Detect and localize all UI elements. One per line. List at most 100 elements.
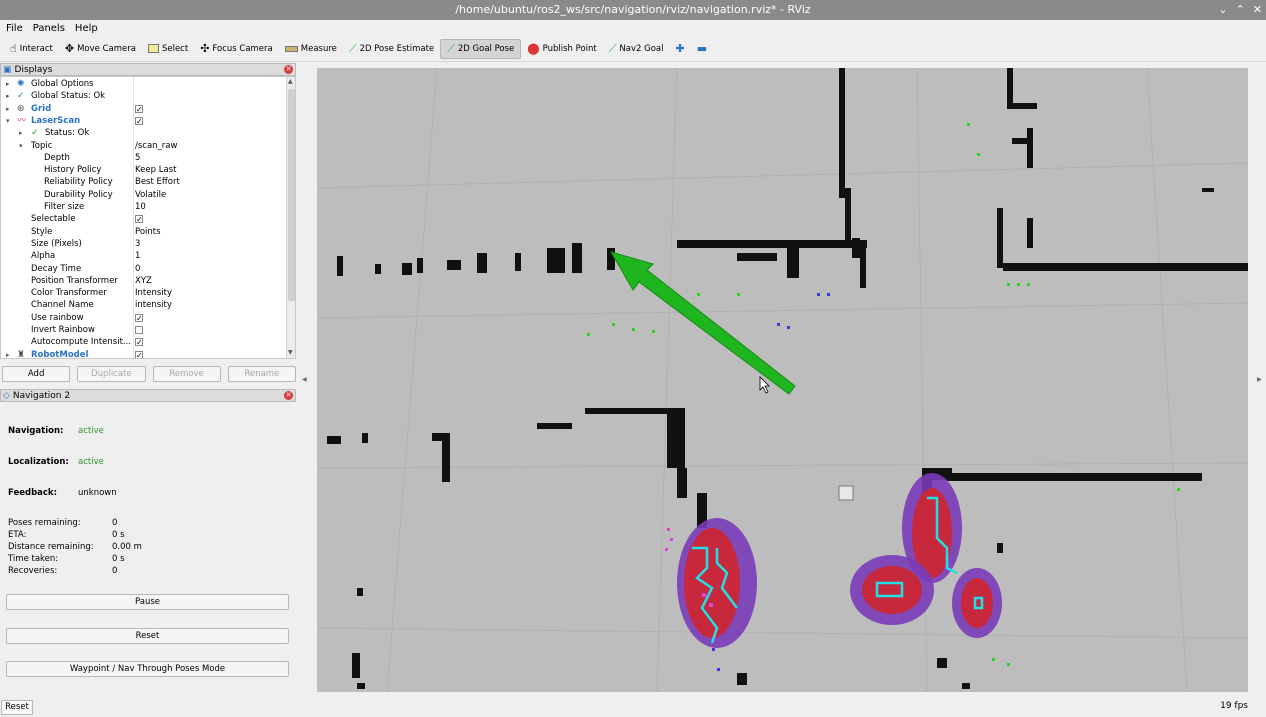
tree-row-global-status[interactable]: ▸ ✓ Global Status: Ok — [6, 91, 106, 102]
close-icon[interactable]: ✕ — [284, 391, 293, 400]
collapse-right-icon[interactable]: ▶ — [1257, 376, 1262, 383]
navigation-title: Navigation 2 — [12, 390, 71, 401]
tree-row-style[interactable]: Style Points — [31, 226, 161, 237]
displays-tree: ▸ ✺ Global Options ▸ ✓ Global Status: Ok… — [0, 76, 296, 359]
duplicate-button[interactable]: Duplicate — [77, 366, 146, 382]
waypoint-mode-button[interactable]: Waypoint / Nav Through Poses Mode — [6, 661, 289, 677]
add-tool-button[interactable]: ✚ — [669, 39, 690, 59]
tool-publish-point[interactable]: ⬤ Publish Point — [527, 42, 597, 55]
scrollbar-thumb[interactable] — [288, 89, 295, 301]
close-icon[interactable]: ✕ — [1252, 3, 1262, 16]
minimize-icon[interactable]: ⌄ — [1218, 3, 1228, 16]
tree-row-durability-policy[interactable]: Durability Policy Volatile — [44, 189, 167, 200]
tool-interact[interactable]: ☝ Interact — [10, 42, 53, 55]
display-buttons: Add Duplicate Remove Rename — [0, 366, 296, 382]
tree-row-alpha[interactable]: Alpha 1 — [31, 251, 141, 262]
expand-arrow-icon[interactable]: ▸ — [6, 80, 10, 88]
scroll-down-icon[interactable]: ▼ — [288, 349, 293, 356]
robot-model[interactable] — [838, 485, 854, 501]
invert-rainbow-checkbox[interactable] — [135, 326, 143, 334]
menu-help[interactable]: Help — [74, 22, 98, 34]
expand-arrow-icon[interactable]: ▸ — [6, 350, 10, 359]
tree-row-status-ok[interactable]: ▸ ✓ Status: Ok — [19, 128, 90, 139]
scroll-up-icon[interactable]: ▲ — [288, 78, 293, 85]
pause-button[interactable]: Pause — [6, 594, 289, 610]
stat-poses-remaining: Poses remaining: 0 — [8, 518, 118, 528]
close-icon[interactable]: ✕ — [284, 65, 293, 74]
autocompute-checkbox[interactable]: ✓ — [135, 338, 143, 348]
tree-row-filter-size[interactable]: Filter size 10 — [44, 202, 146, 212]
remove-button[interactable]: Remove — [152, 366, 221, 382]
maximize-icon[interactable]: ⌃ — [1235, 3, 1245, 16]
local-costmap — [677, 473, 1002, 648]
tree-row-position-transformer[interactable]: Position Transformer XYZ — [31, 275, 152, 286]
tree-row-robotmodel[interactable]: ▸ ♜ RobotModel ✓ — [6, 349, 143, 359]
pin-icon: ⬤ — [527, 42, 540, 55]
displays-scrollbar[interactable]: ▲ ▼ — [286, 77, 295, 358]
tree-row-invert-rainbow[interactable]: Invert Rainbow — [1, 324, 286, 336]
tool-2d-goal-pose[interactable]: ⟋ 2D Goal Pose — [440, 38, 522, 59]
laserscan-icon: 〰 — [17, 115, 27, 126]
toolbar: ☝ Interact ✥ Move Camera Select ✣ Focus Cam… — [0, 36, 1266, 62]
tree-row-use-rainbow[interactable]: Use rainbow ✓ — [31, 312, 143, 323]
map-render[interactable] — [317, 68, 1248, 692]
displays-title: Displays — [14, 64, 53, 75]
laserscan-checkbox[interactable]: ✓ — [135, 116, 143, 126]
collapse-left-icon[interactable]: ◀ — [302, 376, 307, 383]
menu-file[interactable]: File — [6, 22, 23, 34]
robotmodel-checkbox[interactable]: ✓ — [135, 350, 143, 359]
nav-status-localization: Localization: active — [8, 457, 104, 467]
tree-row-history-policy[interactable]: History Policy Keep Last — [44, 165, 177, 176]
tree-row-laserscan[interactable]: ▾ 〰 LaserScan ✓ — [6, 115, 143, 126]
tree-row-topic[interactable]: ▾ Topic /scan_raw — [19, 140, 178, 151]
expand-arrow-icon[interactable]: ▸ — [6, 92, 10, 101]
selectable-checkbox[interactable]: ✓ — [135, 215, 143, 225]
tool-focus-camera[interactable]: ✣ Focus Camera — [200, 42, 273, 55]
plus-icon: ✚ — [675, 42, 685, 55]
tree-row-grid[interactable]: ▸ ⊛ Grid ✓ — [6, 103, 143, 114]
tree-row-channel-name[interactable]: Channel Name intensity — [31, 300, 172, 311]
stat-distance-remaining: Distance remaining: 0.00 m — [8, 542, 142, 552]
add-button[interactable]: Add — [2, 366, 71, 382]
diamond-icon: ◇ — [3, 390, 10, 401]
tree-row-global-options[interactable]: ▸ ✺ Global Options — [6, 79, 94, 89]
tree-row-selectable[interactable]: Selectable ✓ — [31, 214, 143, 225]
nav-status-feedback: Feedback: unknown — [8, 488, 117, 498]
tree-row-size-pixels[interactable]: Size (Pixels) 3 — [31, 238, 141, 249]
displays-panel-header: ▣ Displays ✕ — [0, 63, 296, 76]
use-rainbow-checkbox[interactable]: ✓ — [135, 313, 143, 323]
tree-row-decay-time[interactable]: Decay Time 0 — [31, 263, 141, 274]
nav-status-navigation: Navigation: active — [8, 426, 104, 436]
expand-arrow-icon[interactable]: ▸ — [19, 129, 23, 138]
rviz-3d-viewport[interactable] — [317, 68, 1248, 692]
grid-checkbox[interactable]: ✓ — [135, 104, 143, 114]
rename-button[interactable]: Rename — [227, 366, 296, 382]
planned-path — [692, 496, 984, 644]
tree-row-autocompute-intensity[interactable]: Autocompute Intensit... ✓ — [31, 337, 143, 348]
monitor-icon: ▣ — [3, 64, 12, 75]
tool-2d-pose-estimate[interactable]: ⟋ 2D Pose Estimate — [348, 42, 435, 55]
reset-button[interactable]: Reset — [1, 700, 33, 715]
goal-arrow-icon: ⟋ — [447, 42, 455, 55]
collapse-arrow-icon[interactable]: ▾ — [6, 116, 10, 125]
window-titlebar: /home/ubuntu/ros2_ws/src/navigation/rviz… — [0, 0, 1266, 20]
fps-readout: 19 fps — [1220, 701, 1248, 711]
menu-panels[interactable]: Panels — [32, 22, 65, 34]
tree-row-color-transformer[interactable]: Color Transformer Intensity — [31, 288, 172, 299]
tool-select[interactable]: Select — [142, 39, 194, 59]
reset-nav-button[interactable]: Reset — [6, 628, 289, 644]
robot-icon: ♜ — [17, 349, 26, 359]
tree-row-reliability-policy[interactable]: Reliability Policy Best Effort — [44, 177, 180, 188]
tool-nav2-goal[interactable]: ⟋ Nav2 Goal — [608, 42, 664, 55]
tool-move-camera[interactable]: ✥ Move Camera — [64, 42, 136, 55]
select-icon — [147, 44, 159, 53]
remove-tool-button[interactable]: ▬ — [691, 39, 713, 59]
minus-icon: ▬ — [696, 42, 708, 55]
tree-row-depth[interactable]: Depth 5 — [44, 152, 141, 163]
goal-pose-arrow[interactable] — [609, 251, 796, 395]
stat-recoveries: Recoveries: 0 — [8, 566, 118, 576]
ruler-icon — [284, 45, 298, 52]
tool-measure[interactable]: Measure — [279, 39, 343, 59]
collapse-arrow-icon[interactable]: ▾ — [19, 141, 23, 150]
expand-arrow-icon[interactable]: ▸ — [6, 104, 10, 113]
